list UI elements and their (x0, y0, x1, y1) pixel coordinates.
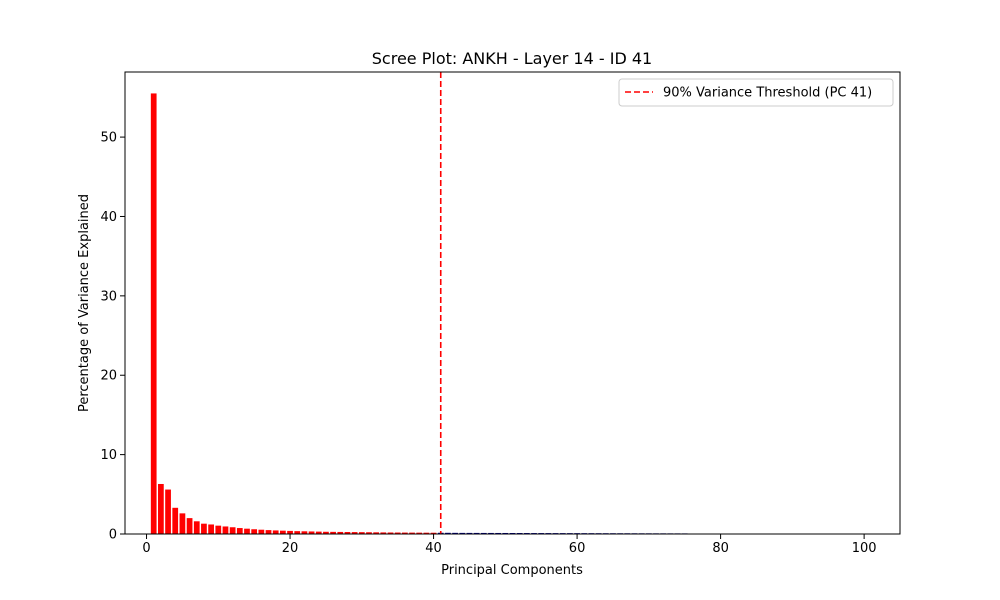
bar-pc-22 (301, 531, 308, 534)
y-tick-label: 0 (109, 528, 117, 543)
bar-pc-37 (409, 532, 415, 534)
bar-pc-14 (244, 528, 250, 534)
y-tick-label: 10 (100, 448, 117, 463)
bar-pc-35 (394, 532, 401, 534)
bar-pc-30 (358, 532, 365, 534)
bar-pc-7 (193, 521, 200, 534)
x-tick-label: 40 (425, 541, 442, 556)
bar-pc-38 (416, 532, 423, 534)
plot-frame (124, 71, 901, 535)
bar-pc-20 (287, 530, 293, 534)
x-axis-title: Principal Components (441, 563, 583, 578)
bar-pc-17 (265, 530, 272, 534)
bar-pc-34 (387, 532, 394, 534)
bar-pc-29 (351, 532, 358, 534)
y-tick-label: 50 (100, 131, 117, 146)
bar-pc-16 (258, 529, 265, 534)
bar-pc-1 (150, 93, 157, 535)
bar-pc-27 (337, 531, 344, 534)
bar-pc-19 (280, 530, 286, 534)
bar-pc-4 (172, 507, 179, 534)
y-axis-title: Percentage of Variance Explained (77, 194, 92, 412)
legend: 90% Variance Threshold (PC 41) (618, 78, 894, 107)
bar-pc-24 (315, 531, 322, 534)
bar-pc-3 (165, 489, 171, 534)
bar-pc-31 (366, 532, 372, 534)
y-tick-label: 40 (100, 210, 117, 225)
legend-frame (618, 78, 894, 107)
bar-pc-11 (222, 526, 229, 534)
bar-pc-9 (208, 524, 214, 534)
bar-pc-46 (473, 532, 480, 534)
bar-pc-8 (201, 523, 207, 534)
bar-pc-26 (330, 531, 336, 534)
bar-pc-47 (480, 532, 487, 534)
x-tick-label: 0 (142, 541, 150, 556)
x-tick-label: 60 (569, 541, 586, 556)
x-tick-label: 80 (712, 541, 729, 556)
x-tick-label: 100 (852, 541, 877, 556)
chart-title: Scree Plot: ANKH - Layer 14 - ID 41 (372, 49, 652, 68)
bar-pc-42 (445, 532, 451, 534)
y-tick-label: 30 (100, 289, 117, 304)
bar-group (150, 93, 688, 535)
bar-pc-33 (380, 532, 387, 534)
bar-pc-45 (466, 532, 473, 534)
bar-pc-40 (430, 532, 437, 534)
legend-threshold-label: 90% Variance Threshold (PC 41) (663, 86, 872, 101)
bar-pc-39 (423, 532, 430, 534)
bar-pc-21 (294, 531, 301, 534)
bar-pc-10 (215, 525, 222, 534)
bar-pc-36 (401, 532, 408, 534)
bar-pc-18 (272, 530, 279, 534)
bar-pc-28 (344, 532, 351, 534)
bar-pc-44 (459, 532, 466, 534)
bar-pc-48 (488, 532, 494, 534)
bar-pc-6 (186, 518, 193, 534)
x-tick-label: 20 (282, 541, 299, 556)
axes-group: 0 20 40 60 80 100 0 10 20 30 40 50 (100, 71, 901, 556)
bar-pc-32 (373, 532, 380, 534)
bar-pc-12 (229, 527, 236, 534)
bar-pc-23 (308, 531, 315, 534)
bar-pc-25 (323, 531, 329, 534)
bar-pc-5 (179, 513, 186, 534)
bar-pc-15 (251, 529, 258, 534)
bar-pc-43 (452, 532, 458, 534)
y-tick-label: 20 (100, 369, 117, 384)
bar-pc-50 (502, 532, 509, 534)
bar-pc-13 (236, 528, 243, 534)
bar-pc-2 (158, 483, 164, 534)
bar-pc-49 (495, 532, 502, 534)
